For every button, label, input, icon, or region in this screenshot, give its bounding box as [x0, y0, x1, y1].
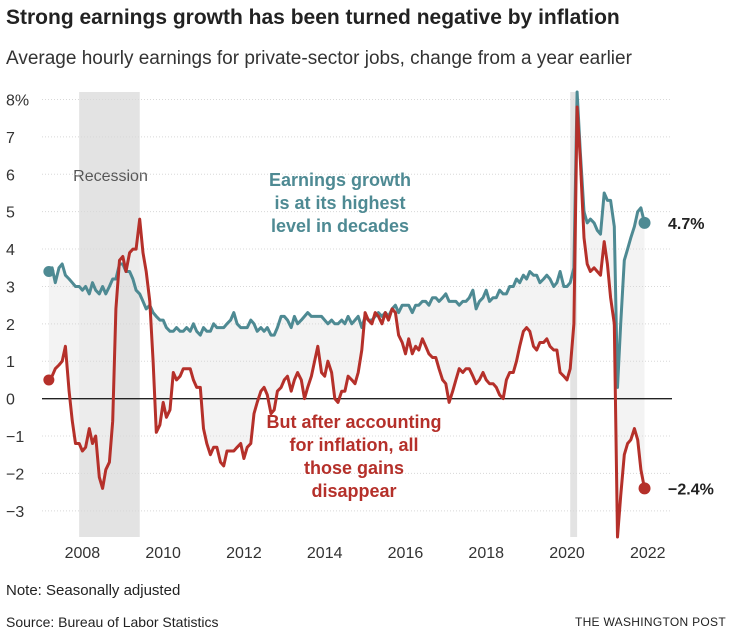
- x-tick-label: 2016: [388, 545, 424, 562]
- annotation-line: But after accounting: [266, 412, 441, 432]
- y-tick-label: 2: [6, 317, 15, 334]
- x-tick-label: 2010: [145, 545, 181, 562]
- series-line-nominal: [47, 90, 646, 389]
- y-tick-label: 3: [6, 279, 15, 296]
- y-tick-label: −2: [6, 466, 24, 483]
- annotation-line: Earnings growth: [269, 170, 411, 190]
- end-value-label: −2.4%: [668, 481, 714, 498]
- series-start-point: [43, 374, 55, 386]
- x-tick-label: 2020: [549, 545, 585, 562]
- annotation-line: level in decades: [271, 216, 409, 236]
- annotation-line: is at its highest: [274, 193, 405, 213]
- recession-label: Recession: [73, 168, 148, 185]
- series-end-point: [638, 216, 651, 229]
- x-tick-label: 2008: [65, 545, 101, 562]
- series-line-real: [47, 105, 646, 539]
- x-tick-label: 2014: [307, 545, 343, 562]
- y-tick-label: 8%: [6, 92, 29, 109]
- y-tick-label: 1: [6, 354, 15, 371]
- x-tick-label: 2012: [226, 545, 262, 562]
- x-tick-label: 2018: [468, 545, 504, 562]
- series-end-point: [638, 482, 651, 495]
- annotation-line: those gains: [304, 458, 404, 478]
- y-tick-label: 4: [6, 242, 15, 259]
- chart-source: Source: Bureau of Labor Statistics: [6, 614, 219, 630]
- annotation-line: disappear: [311, 481, 396, 501]
- series-start-point: [43, 265, 55, 277]
- end-value-label: 4.7%: [668, 216, 704, 233]
- y-tick-label: −3: [6, 504, 24, 521]
- publisher-credit: THE WASHINGTON POST: [574, 615, 726, 629]
- chart-title: Strong earnings growth has been turned n…: [6, 6, 620, 29]
- annotation-line: for inflation, all: [290, 435, 419, 455]
- y-tick-label: −1: [6, 429, 24, 446]
- chart-note: Note: Seasonally adjusted: [6, 582, 181, 599]
- y-tick-label: 6: [6, 167, 15, 184]
- x-tick-label: 2022: [630, 545, 666, 562]
- y-tick-label: 5: [6, 205, 15, 222]
- y-tick-label: 7: [6, 130, 15, 147]
- gap-area: [48, 92, 645, 537]
- chart-subtitle: Average hourly earnings for private-sect…: [6, 48, 632, 69]
- y-tick-label: 0: [6, 392, 15, 409]
